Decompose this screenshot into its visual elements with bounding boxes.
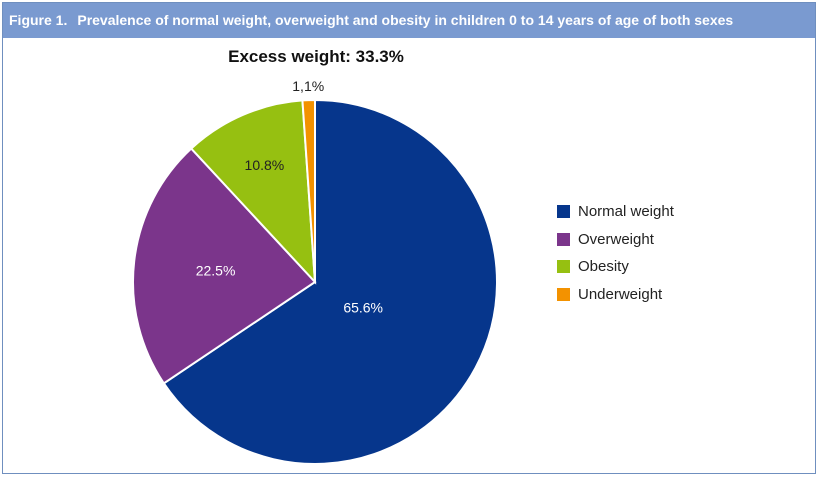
legend: Normal weight Overweight Obesity Underwe… <box>557 198 674 308</box>
chart-title: Excess weight: 33.3% <box>228 47 404 66</box>
legend-swatch <box>557 287 570 301</box>
pie-labels: 65.6% 22.5% 10.8% 1,1% <box>196 78 383 316</box>
pie-slice-normal-weight <box>162 98 498 465</box>
legend-swatch <box>557 232 570 246</box>
figure-header: Figure 1. Prevalence of normal weight, ov… <box>3 3 815 38</box>
legend-swatch <box>557 260 570 274</box>
data-label-underweight: 1,1% <box>292 78 324 94</box>
legend-item-underweight: Underweight <box>557 281 674 309</box>
figure-label: Figure 1. <box>9 12 68 28</box>
data-label-normal-weight: 65.6% <box>343 300 383 316</box>
legend-label: Obesity <box>578 258 629 276</box>
legend-item-overweight: Overweight <box>557 226 674 254</box>
data-label-obesity: 10.8% <box>245 157 285 173</box>
pie-slices <box>132 98 498 465</box>
legend-swatch <box>557 205 570 219</box>
legend-item-normal-weight: Normal weight <box>557 198 674 226</box>
legend-label: Overweight <box>578 230 654 248</box>
legend-item-obesity: Obesity <box>557 253 674 281</box>
figure-title: Prevalence of normal weight, overweight … <box>77 12 734 28</box>
legend-label: Normal weight <box>578 203 674 221</box>
legend-label: Underweight <box>578 285 663 303</box>
data-label-overweight: 22.5% <box>196 262 236 278</box>
pie-slice-underweight <box>301 98 316 283</box>
pie-slice-obesity <box>189 99 317 285</box>
pie-slice-overweight <box>132 147 317 385</box>
